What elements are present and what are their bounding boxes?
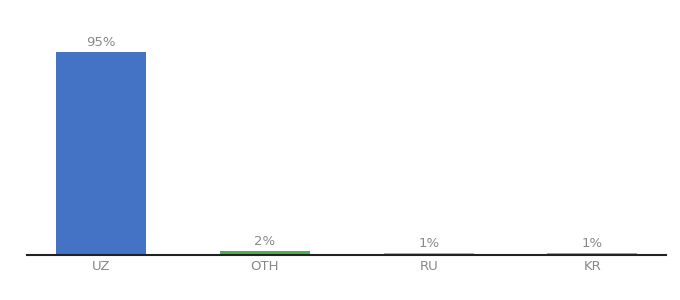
- Text: 1%: 1%: [582, 237, 603, 250]
- Bar: [220, 251, 310, 255]
- Text: 1%: 1%: [418, 237, 439, 250]
- Bar: [384, 253, 474, 255]
- Text: 95%: 95%: [86, 36, 116, 49]
- Bar: [547, 253, 637, 255]
- Bar: [56, 52, 146, 255]
- Text: 2%: 2%: [254, 235, 275, 248]
